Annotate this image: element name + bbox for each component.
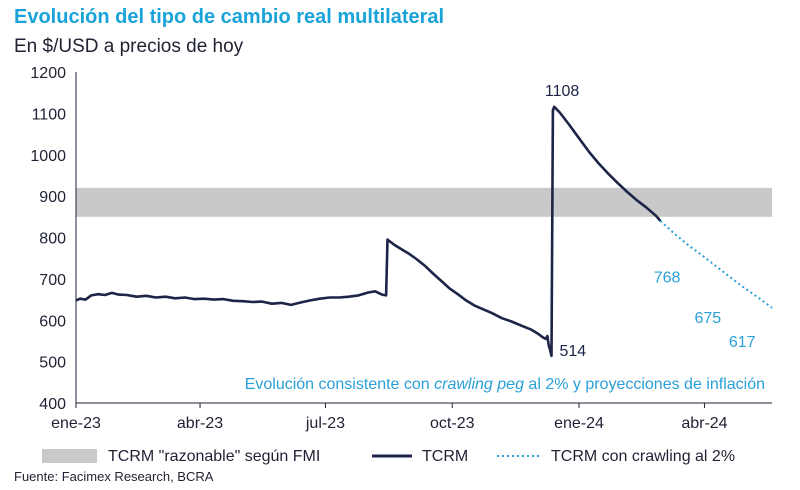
data-label-617: 617 — [729, 334, 756, 351]
x-tick-label: abr-23 — [177, 415, 223, 432]
annotation-layer: 1108 514 768 675 617 — [545, 83, 756, 360]
x-tick-label: abr-24 — [681, 415, 727, 432]
y-tick-label: 1000 — [30, 148, 66, 165]
legend: TCRM "razonable" según FMI TCRM TCRM con… — [42, 448, 735, 465]
source-note: Fuente: Facimex Research, BCRA — [14, 469, 214, 484]
data-label-675: 675 — [694, 310, 721, 327]
legend-swatch-band — [42, 449, 97, 463]
legend-label-crawling: TCRM con crawling al 2% — [551, 448, 735, 465]
data-label-514: 514 — [559, 343, 586, 360]
y-tick-label: 600 — [39, 313, 66, 330]
y-tick-label: 800 — [39, 231, 66, 248]
axis-layer: 400 500 600 700 800 900 1000 1100 1200 ene-23 abr-… — [30, 65, 772, 432]
band-layer — [76, 187, 772, 217]
y-tick-label: 900 — [39, 189, 66, 206]
x-tick-label: ene-23 — [51, 415, 101, 432]
chart-note-part: al 2% y proyecciones de inflación — [524, 376, 765, 393]
chart-note-part: Evolución consistente con — [245, 376, 434, 393]
y-tick-label: 700 — [39, 272, 66, 289]
y-tick-label: 1200 — [30, 65, 66, 82]
x-tick-label: jul-23 — [305, 415, 345, 432]
y-tick-label: 1100 — [32, 106, 67, 123]
legend-label-band: TCRM "razonable" según FMI — [108, 448, 320, 465]
reasonable-band — [76, 187, 772, 217]
y-tick-label: 500 — [39, 355, 66, 372]
legend-label-tcrm: TCRM — [422, 448, 468, 465]
data-label-1108: 1108 — [545, 83, 580, 100]
x-tick-label: ene-24 — [554, 415, 604, 432]
chart-subtitle: En $/USD a precios de hoy — [14, 36, 244, 57]
y-tick-label: 400 — [39, 396, 66, 413]
series-layer — [75, 105, 773, 358]
chart-note: Evolución consistente con crawling peg a… — [245, 376, 765, 393]
data-label-768: 768 — [654, 270, 681, 287]
x-tick-label: oct-23 — [430, 415, 475, 432]
crawling-line — [659, 220, 773, 309]
tcrm-line — [75, 105, 662, 358]
chart-title: Evolución del tipo de cambio real multil… — [14, 6, 445, 28]
chart-note-part: crawling peg — [434, 376, 524, 393]
